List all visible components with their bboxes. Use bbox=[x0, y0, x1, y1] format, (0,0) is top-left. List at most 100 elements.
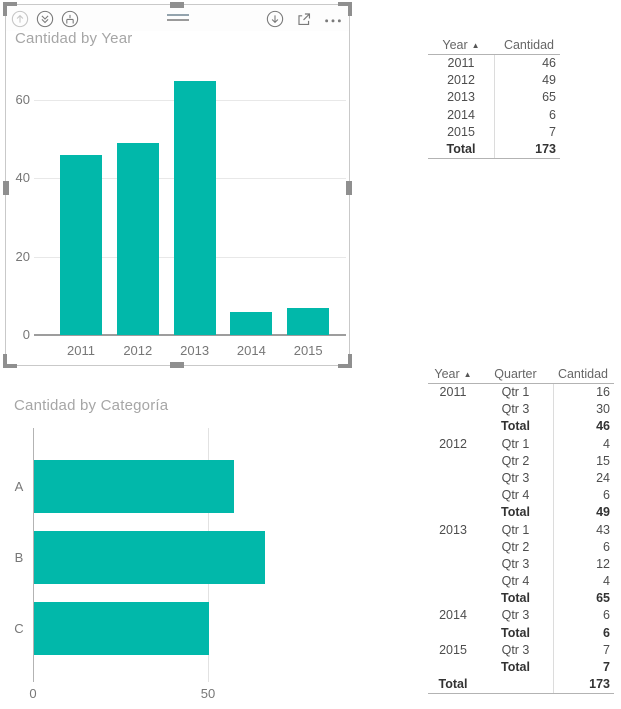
drill-mode-icon[interactable] bbox=[265, 9, 285, 29]
value-cell: 7 bbox=[553, 659, 614, 677]
label-cell: Qtr 3 bbox=[501, 556, 530, 571]
table-row[interactable]: 2013 Qtr 1 43 bbox=[428, 521, 614, 539]
bar-A[interactable] bbox=[34, 460, 234, 513]
label-cell bbox=[428, 625, 478, 642]
value-cell: 4 bbox=[553, 435, 614, 453]
value-cell: 16 bbox=[553, 384, 614, 402]
column-header-cantidad[interactable]: Cantidad bbox=[557, 367, 608, 381]
table-row[interactable]: 2015 7 bbox=[428, 123, 560, 141]
table-row[interactable]: Qtr 2 15 bbox=[428, 452, 614, 470]
label-cell bbox=[428, 556, 478, 573]
label-cell bbox=[428, 470, 478, 487]
y-tick-label: 60 bbox=[15, 92, 30, 108]
bar-2012[interactable] bbox=[116, 143, 159, 335]
resize-handle-top-left[interactable] bbox=[3, 2, 17, 16]
table-row[interactable]: 2011 Qtr 1 16 bbox=[428, 384, 614, 402]
label-cell: 2015 bbox=[447, 124, 475, 139]
label-cell bbox=[428, 487, 478, 504]
bar-2015[interactable] bbox=[287, 307, 330, 335]
resize-handle-left-middle[interactable] bbox=[3, 181, 9, 195]
drill-up-icon[interactable] bbox=[10, 9, 30, 29]
table-row[interactable]: 2015 Qtr 3 7 bbox=[428, 641, 614, 659]
column-header-year[interactable]: Year ▲ bbox=[434, 367, 472, 381]
table-row[interactable]: 2012 Qtr 1 4 bbox=[428, 435, 614, 453]
y-tick-label: 20 bbox=[15, 248, 30, 264]
label-cell: Total bbox=[501, 591, 530, 606]
label-cell bbox=[428, 401, 478, 418]
label-cell bbox=[428, 573, 478, 590]
label-cell bbox=[478, 676, 553, 693]
table-row[interactable]: Qtr 3 24 bbox=[428, 469, 614, 488]
label-cell: Qtr 3 bbox=[501, 402, 530, 417]
label-cell: Qtr 3 bbox=[501, 608, 530, 623]
table-row[interactable]: 2014 Qtr 3 6 bbox=[428, 607, 614, 625]
label-cell: Qtr 4 bbox=[501, 488, 530, 503]
drag-handle[interactable] bbox=[167, 14, 189, 22]
resize-handle-top-center[interactable] bbox=[170, 2, 184, 8]
value-cell: 24 bbox=[553, 469, 614, 488]
value-cell: 6 bbox=[553, 607, 614, 625]
x-category-label: 2012 bbox=[123, 343, 153, 358]
label-cell: Total bbox=[501, 505, 530, 520]
year-cantidad-table: Year ▲ Cantidad 2011 46 2012 49 2013 65 2014 6 2015… bbox=[428, 37, 560, 160]
table-row[interactable]: 2011 46 bbox=[428, 55, 560, 73]
y-axis-line bbox=[33, 428, 34, 682]
label-cell bbox=[428, 539, 478, 556]
drill-down-next-level-icon[interactable] bbox=[35, 9, 55, 29]
table-row[interactable]: Qtr 2 6 bbox=[428, 538, 614, 556]
label-cell: 2013 bbox=[447, 90, 475, 105]
column-header-cantidad[interactable]: Cantidad bbox=[503, 38, 554, 52]
more-options-icon[interactable] bbox=[323, 9, 343, 29]
chart-title: Cantidad by Year bbox=[15, 30, 133, 47]
bar-chart-visual[interactable]: Cantidad by Categoría 0 50 A B C bbox=[5, 390, 367, 708]
bar-C[interactable] bbox=[34, 602, 209, 655]
column-header-year[interactable]: Year ▲ bbox=[442, 38, 480, 52]
focus-mode-icon[interactable] bbox=[294, 9, 314, 29]
resize-handle-bottom-center[interactable] bbox=[170, 362, 184, 368]
value-cell: 7 bbox=[553, 641, 614, 659]
label-cell: Total bbox=[501, 660, 530, 674]
table-row[interactable]: Total 65 bbox=[428, 590, 614, 608]
expand-all-icon[interactable] bbox=[60, 9, 80, 29]
label-cell: Qtr 1 bbox=[501, 385, 530, 399]
value-cell: 30 bbox=[553, 401, 614, 419]
table-row[interactable]: Qtr 3 30 bbox=[428, 401, 614, 419]
y-tick-label: 40 bbox=[15, 170, 30, 186]
label-cell: 2011 bbox=[447, 56, 475, 70]
x-category-label: 2015 bbox=[293, 343, 323, 358]
table-row[interactable]: Total 49 bbox=[428, 504, 614, 522]
resize-handle-bottom-left[interactable] bbox=[3, 354, 17, 368]
table-row[interactable]: Total 46 bbox=[428, 418, 614, 436]
table-row[interactable]: 2012 49 bbox=[428, 72, 560, 90]
chart-title: Cantidad by Categoría bbox=[14, 397, 169, 414]
resize-handle-top-right[interactable] bbox=[338, 2, 352, 16]
table-row[interactable]: Total 7 bbox=[428, 659, 614, 677]
bar-B[interactable] bbox=[34, 531, 265, 584]
label-cell: Total bbox=[438, 677, 468, 692]
table-row[interactable]: Qtr 3 12 bbox=[428, 555, 614, 574]
y-category-label: B bbox=[14, 549, 24, 565]
label-cell: 2014 bbox=[439, 608, 467, 623]
y-category-label: C bbox=[14, 620, 24, 636]
y-tick-label: 0 bbox=[22, 327, 30, 342]
table-row[interactable]: 2014 6 bbox=[428, 106, 560, 124]
column-header-quarter[interactable]: Quarter bbox=[494, 367, 537, 381]
table-row[interactable]: 2013 65 bbox=[428, 89, 560, 107]
bar-2011[interactable] bbox=[60, 155, 102, 335]
table-row[interactable]: Qtr 4 6 bbox=[428, 487, 614, 505]
table-header-row: Year ▲ Quarter Cantidad bbox=[428, 366, 614, 384]
bar-2014[interactable] bbox=[230, 311, 273, 335]
sort-ascending-icon: ▲ bbox=[471, 41, 480, 50]
bar-2013[interactable] bbox=[173, 80, 216, 335]
table-row[interactable]: Qtr 4 4 bbox=[428, 573, 614, 591]
value-cell: 49 bbox=[494, 72, 560, 90]
table-bottom-border bbox=[428, 693, 614, 695]
table-row[interactable]: Total 173 bbox=[428, 676, 614, 694]
resize-handle-bottom-right[interactable] bbox=[338, 354, 352, 368]
label-cell: Total bbox=[501, 625, 530, 640]
resize-handle-right-middle[interactable] bbox=[346, 181, 352, 195]
table-row[interactable]: Total 173 bbox=[428, 140, 560, 159]
column-chart-visual[interactable]: Cantidad by Year 0 20 40 60 2011 2012 2013 2014… bbox=[3, 2, 352, 368]
table-row[interactable]: Total 6 bbox=[428, 624, 614, 642]
